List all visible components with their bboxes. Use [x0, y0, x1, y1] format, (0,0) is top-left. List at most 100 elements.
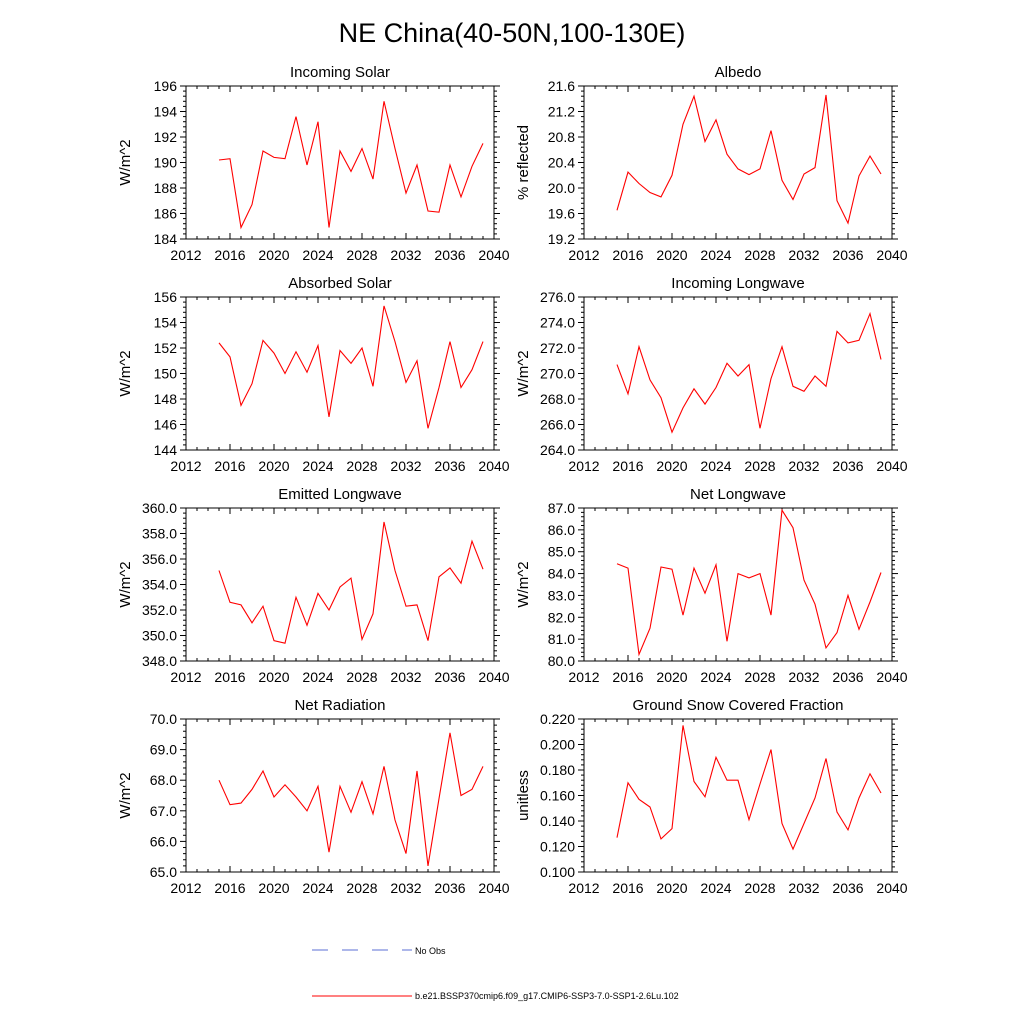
x-tick-label: 2012: [170, 458, 201, 474]
series-line: [616, 508, 882, 657]
y-tick-label: 272.0: [540, 340, 575, 356]
y-tick-label: 67.0: [150, 803, 177, 819]
x-tick-label: 2032: [390, 669, 421, 685]
x-tick-label: 2036: [434, 880, 465, 896]
plot-frame: [583, 85, 893, 240]
panel-title: Incoming Longwave: [671, 275, 804, 292]
chart-panel: 2012 2016 2020 2024 2028 2032 2036 2040 144 146 14…: [117, 275, 510, 474]
panel-title: Net Radiation: [295, 697, 386, 714]
y-tick-label: 348.0: [142, 653, 177, 669]
x-tick-label: 2020: [656, 458, 687, 474]
y-tick-label: 85.0: [548, 544, 575, 560]
x-tick-label: 2020: [258, 247, 289, 263]
x-tick-label: 2020: [656, 669, 687, 685]
x-tick-label: 2012: [568, 880, 599, 896]
x-tick-label: 2040: [478, 669, 509, 685]
y-tick-label: 144: [154, 442, 178, 458]
y-tick-label: 196: [154, 78, 178, 94]
x-tick-label: 2012: [170, 880, 201, 896]
x-tick-label: 2028: [346, 247, 377, 263]
x-tick-label: 2024: [700, 880, 731, 896]
y-tick-label: 0.120: [540, 839, 575, 855]
legend-label-model: b.e21.BSSP370cmip6.f09_g17.CMIP6-SSP3-7.…: [415, 991, 679, 1001]
x-tick-label: 2028: [744, 247, 775, 263]
x-tick-label: 2036: [832, 880, 863, 896]
y-tick-label: 20.4: [548, 155, 575, 171]
chart-panel: 2012 2016 2020 2024 2028 2032 2036 2040 348.0 350…: [117, 486, 510, 685]
chart-panel: 2012 2016 2020 2024 2028 2032 2036 2040 19.2 19.6…: [515, 64, 908, 263]
y-tick-label: 80.0: [548, 653, 575, 669]
chart-panel: 2012 2016 2020 2024 2028 2032 2036 2040 0.100 0.1…: [515, 697, 908, 896]
x-tick-label: 2032: [788, 247, 819, 263]
x-tick-label: 2024: [302, 880, 333, 896]
y-tick-label: 354.0: [142, 577, 177, 593]
y-tick-label: 69.0: [150, 742, 177, 758]
y-tick-label: 274.0: [540, 315, 575, 331]
series-line: [218, 732, 484, 866]
x-tick-label: 2020: [258, 458, 289, 474]
y-tick-label: 150: [154, 366, 178, 382]
panel-title: Albedo: [715, 64, 762, 81]
y-tick-label: 188: [154, 180, 178, 196]
y-tick-label: 68.0: [150, 772, 177, 788]
series-line: [218, 521, 484, 644]
plot-frame: [185, 718, 495, 873]
y-tick-label: 20.0: [548, 180, 575, 196]
x-tick-label: 2040: [478, 880, 509, 896]
y-tick-label: 70.0: [150, 711, 177, 727]
x-tick-label: 2012: [170, 669, 201, 685]
series-line: [616, 94, 882, 225]
y-tick-label: 19.2: [548, 231, 575, 247]
y-tick-label: 0.200: [540, 737, 575, 753]
chart-panel: 2012 2016 2020 2024 2028 2032 2036 2040 65.0 66.0…: [117, 697, 510, 896]
x-tick-label: 2012: [568, 247, 599, 263]
x-tick-label: 2024: [302, 247, 333, 263]
plot-frame: [583, 296, 893, 451]
y-tick-label: 156: [154, 289, 178, 305]
y-tick-label: 146: [154, 417, 178, 433]
panel-title: Ground Snow Covered Fraction: [633, 697, 844, 714]
plot-frame: [583, 718, 893, 873]
chart-panel: 2012 2016 2020 2024 2028 2032 2036 2040 264.0 266…: [515, 275, 908, 474]
x-tick-label: 2040: [478, 247, 509, 263]
x-tick-label: 2032: [788, 458, 819, 474]
x-tick-label: 2012: [170, 247, 201, 263]
y-tick-label: 352.0: [142, 602, 177, 618]
x-tick-label: 2024: [700, 458, 731, 474]
x-tick-label: 2028: [744, 458, 775, 474]
chart-panel: 2012 2016 2020 2024 2028 2032 2036 2040 184 186 18…: [117, 64, 510, 263]
y-axis-label: W/m^2: [117, 139, 134, 185]
x-tick-label: 2028: [346, 880, 377, 896]
y-tick-label: 356.0: [142, 551, 177, 567]
y-tick-label: 87.0: [548, 500, 575, 516]
y-tick-label: 21.2: [548, 104, 575, 120]
chart-panel: 2012 2016 2020 2024 2028 2032 2036 2040 80.0 81.0…: [515, 486, 908, 685]
legend-label-no-obs: No Obs: [415, 946, 446, 956]
y-tick-label: 20.8: [548, 129, 575, 145]
y-tick-label: 21.6: [548, 78, 575, 94]
x-tick-label: 2016: [612, 880, 643, 896]
y-tick-label: 266.0: [540, 417, 575, 433]
x-tick-label: 2036: [832, 669, 863, 685]
x-tick-label: 2040: [876, 458, 907, 474]
plot-frame: [185, 507, 495, 662]
x-tick-label: 2020: [258, 880, 289, 896]
y-axis-label: unitless: [515, 770, 532, 821]
y-tick-label: 360.0: [142, 500, 177, 516]
x-tick-label: 2012: [568, 458, 599, 474]
y-tick-label: 86.0: [548, 522, 575, 538]
x-tick-label: 2040: [876, 247, 907, 263]
panel-title: Incoming Solar: [290, 64, 390, 81]
y-tick-label: 83.0: [548, 587, 575, 603]
x-tick-label: 2032: [390, 458, 421, 474]
x-tick-label: 2028: [744, 880, 775, 896]
series-line: [218, 101, 484, 230]
y-tick-label: 0.160: [540, 788, 575, 804]
y-tick-label: 276.0: [540, 289, 575, 305]
x-tick-label: 2028: [346, 458, 377, 474]
y-tick-label: 154: [154, 315, 178, 331]
y-tick-label: 186: [154, 206, 178, 222]
x-tick-label: 2016: [214, 669, 245, 685]
y-tick-label: 0.140: [540, 813, 575, 829]
